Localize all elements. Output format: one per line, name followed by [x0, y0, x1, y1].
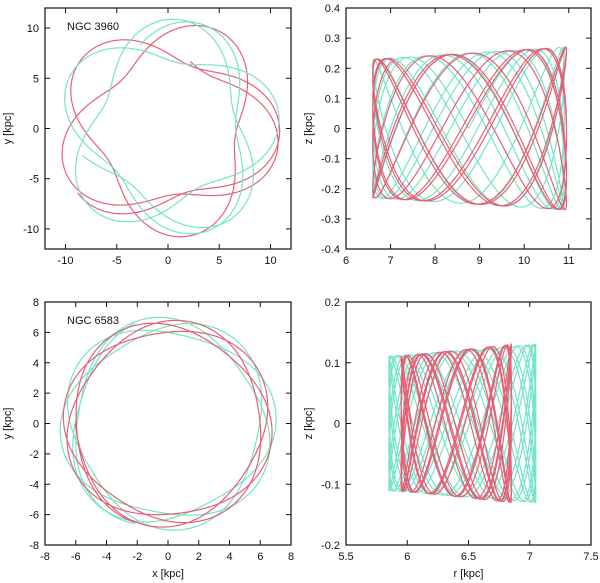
y-tick-label: 0.1: [325, 93, 340, 105]
y-tick-label: 6: [33, 327, 39, 339]
x-tick-label: 7: [387, 255, 393, 267]
series-group: [388, 342, 537, 504]
y-tick-label: 4: [33, 358, 39, 370]
y-tick-label: 0: [33, 124, 39, 136]
y-axis-label: y [kpc]: [2, 113, 14, 145]
x-tick-label: 4: [226, 551, 232, 563]
series-line-cyan: [59, 316, 277, 531]
x-tick-label: 5: [216, 255, 222, 267]
x-tick-label: 6: [343, 255, 349, 267]
x-tick-label: 5.5: [338, 551, 353, 563]
y-tick-label: -4: [29, 479, 39, 491]
panel-ngc3960-rz: 6 7 8 9 10 11 -0.4 -0.3 -0.2 -0.1 0 0.1 0.2 0.3 0.4 z […: [303, 3, 592, 267]
y-axis-label: z [kpc]: [303, 113, 315, 145]
y-axis-label: z [kpc]: [303, 408, 315, 440]
series-line-red: [372, 46, 568, 211]
plot-frame: [44, 301, 292, 546]
y-tick-label: -10: [23, 224, 39, 236]
x-tick-label: 0: [165, 551, 171, 563]
x-tick-label: 10: [518, 255, 530, 267]
panel-ngc6583-xy: -8 -6 -4 -2 0 2 4 6 8 -8 -6 -4 -2 0 2 4 6 8 y [kpc] x [kpc]…: [2, 297, 294, 580]
y-tick-label: -0.2: [321, 184, 340, 196]
y-tick-label: -0.1: [321, 479, 340, 491]
x-tick-label: -5: [112, 255, 122, 267]
x-tick-label: 10: [264, 255, 276, 267]
y-tick-label: -6: [29, 510, 39, 522]
x-tick-label: 0: [165, 255, 171, 267]
panel-ngc3960-xy: -10 -5 0 5 10 -10 -5 0 5 10 y [kpc] NGC 3960: [2, 7, 292, 267]
y-tick-label: -2: [29, 449, 39, 461]
x-tick-label: 2: [196, 551, 202, 563]
plot-frame: [44, 7, 292, 250]
y-tick-label: -0.1: [321, 154, 340, 166]
series-line-red: [400, 342, 512, 504]
x-tick-label: 8: [432, 255, 438, 267]
y-tick-label: 0: [334, 124, 340, 136]
y-tick-label: 0.2: [325, 63, 340, 75]
y-tick-label: 0.4: [325, 3, 340, 15]
x-tick-label: -2: [132, 551, 142, 563]
x-tick-label: 6: [257, 551, 263, 563]
x-tick-label: -6: [71, 551, 81, 563]
x-tick-label: -4: [102, 551, 112, 563]
x-tick-label: 11: [563, 255, 574, 267]
y-tick-label: -0.2: [321, 540, 340, 552]
series-line-red: [62, 319, 273, 528]
series-group: [372, 46, 568, 211]
y-tick-label: -0.3: [321, 214, 340, 226]
x-tick-label: 9: [477, 255, 483, 267]
x-tick-label: -10: [58, 255, 74, 267]
plot-frame: [345, 301, 592, 546]
y-tick-label: 0: [334, 419, 340, 431]
y-tick-label: 0: [33, 419, 39, 431]
panel-label: NGC 3960: [67, 21, 119, 33]
x-axis-label: x [kpc]: [152, 568, 184, 580]
y-tick-label: -8: [29, 540, 39, 552]
y-tick-label: -0.4: [321, 244, 340, 256]
y-tick-label: 5: [33, 73, 39, 85]
y-tick-label: 2: [33, 388, 39, 400]
y-tick-label: 0.1: [325, 358, 340, 370]
y-tick-label: -5: [29, 174, 39, 186]
series-line-red: [61, 24, 281, 238]
panel-label: NGC 6583: [67, 315, 119, 327]
y-tick-label: 10: [27, 23, 39, 35]
x-tick-label: 6: [404, 551, 410, 563]
y-tick-label: 0.3: [325, 33, 340, 45]
x-tick-label: 6.5: [461, 551, 476, 563]
y-tick-label: 8: [33, 297, 39, 309]
y-tick-label: 0.2: [325, 297, 340, 309]
series-line-cyan: [64, 18, 280, 235]
y-axis-label: y [kpc]: [2, 408, 14, 440]
x-tick-label: 8: [288, 551, 294, 563]
series-group: [59, 316, 277, 531]
x-tick-label: 7.5: [583, 551, 598, 563]
x-tick-label: -8: [40, 551, 50, 563]
panel-ngc6583-rz: 5.5 6 6.5 7 7.5 -0.2 -0.1 0 0.1 0.2 z [kpc] r [kpc]: [303, 297, 599, 580]
series-group: [61, 18, 281, 238]
x-axis-label: r [kpc]: [454, 568, 484, 580]
x-tick-label: 7: [527, 551, 533, 563]
